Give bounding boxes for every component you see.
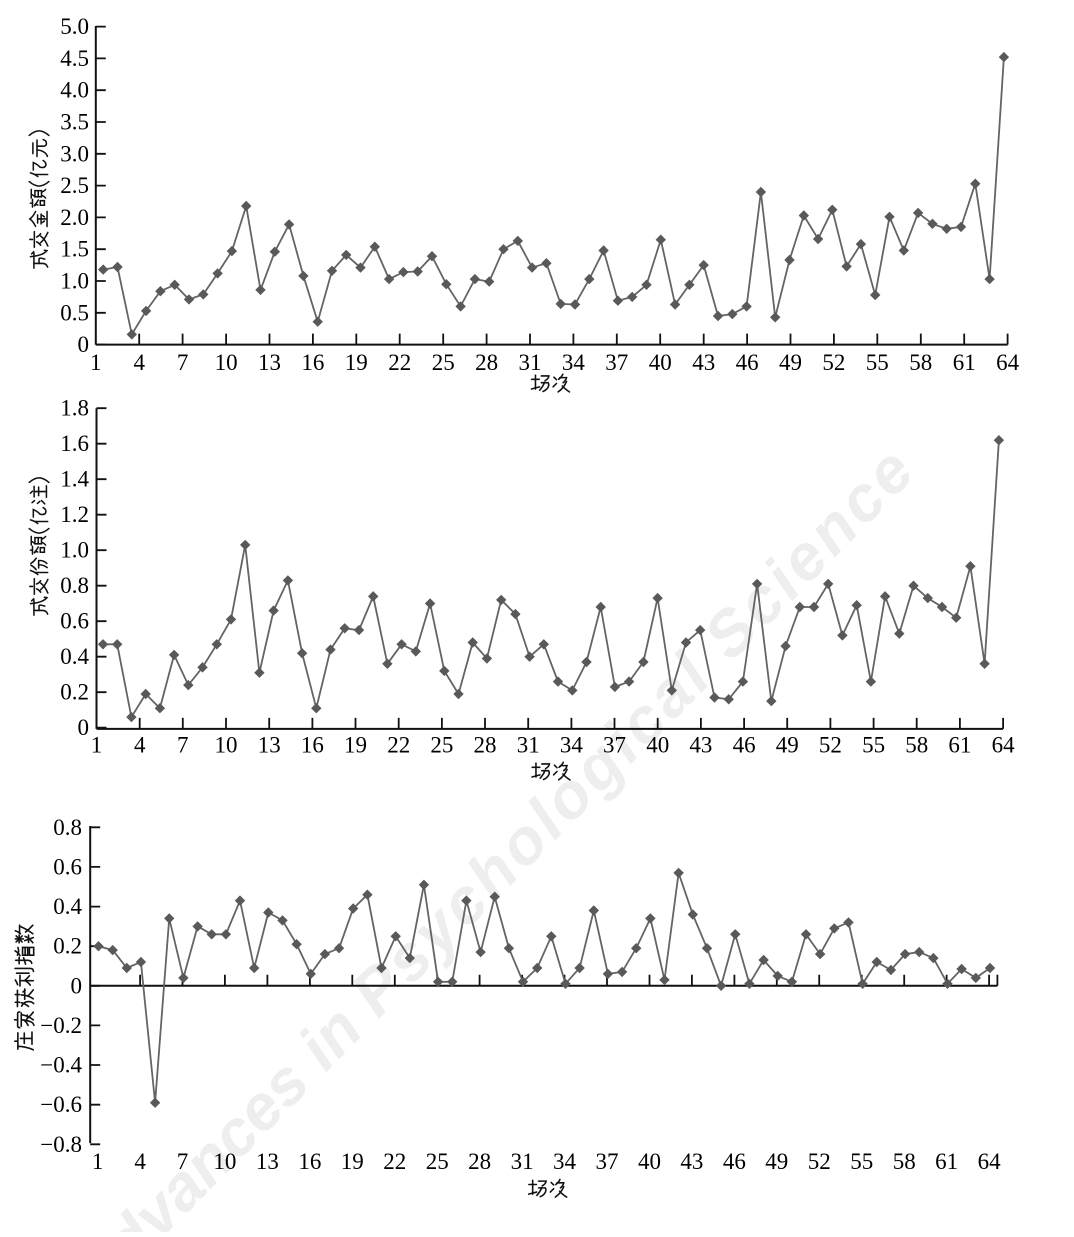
svg-text:28: 28 — [468, 1149, 491, 1174]
svg-text:1: 1 — [90, 350, 102, 375]
svg-text:58: 58 — [893, 1149, 916, 1174]
svg-text:25: 25 — [432, 350, 455, 375]
svg-text:4.0: 4.0 — [60, 78, 89, 103]
svg-text:5.0: 5.0 — [60, 14, 89, 39]
svg-text:10: 10 — [213, 1149, 236, 1174]
svg-text:46: 46 — [733, 733, 756, 758]
svg-text:1: 1 — [92, 1149, 104, 1174]
svg-text:13: 13 — [258, 350, 281, 375]
svg-text:19: 19 — [341, 1149, 364, 1174]
svg-text:7: 7 — [177, 350, 189, 375]
svg-text:0.4: 0.4 — [60, 644, 89, 669]
svg-text:19: 19 — [344, 733, 367, 758]
svg-text:55: 55 — [850, 1149, 873, 1174]
svg-text:0.6: 0.6 — [60, 609, 89, 634]
svg-text:0.2: 0.2 — [53, 934, 82, 959]
svg-text:0.2: 0.2 — [60, 680, 89, 705]
svg-text:49: 49 — [765, 1149, 788, 1174]
svg-text:0: 0 — [78, 715, 90, 740]
svg-text:2.0: 2.0 — [60, 205, 89, 230]
svg-text:19: 19 — [345, 350, 368, 375]
svg-text:64: 64 — [978, 1149, 1002, 1174]
svg-text:0.8: 0.8 — [60, 573, 89, 598]
svg-text:1.8: 1.8 — [60, 396, 89, 421]
svg-text:0.6: 0.6 — [53, 854, 82, 879]
svg-text:46: 46 — [723, 1149, 746, 1174]
svg-text:64: 64 — [996, 350, 1020, 375]
svg-text:55: 55 — [862, 733, 885, 758]
svg-text:−0.4: −0.4 — [40, 1053, 82, 1078]
svg-text:−0.8: −0.8 — [40, 1132, 82, 1157]
svg-text:55: 55 — [866, 350, 889, 375]
svg-text:0.8: 0.8 — [53, 815, 82, 840]
svg-text:40: 40 — [646, 733, 669, 758]
svg-text:−0.2: −0.2 — [40, 1013, 82, 1038]
svg-text:1: 1 — [91, 733, 103, 758]
svg-text:61: 61 — [948, 733, 971, 758]
svg-text:43: 43 — [680, 1149, 703, 1174]
svg-text:7: 7 — [177, 733, 189, 758]
svg-text:22: 22 — [388, 350, 411, 375]
svg-text:4: 4 — [134, 733, 146, 758]
svg-text:58: 58 — [909, 350, 932, 375]
svg-text:52: 52 — [819, 733, 842, 758]
svg-text:43: 43 — [689, 733, 712, 758]
svg-text:64: 64 — [992, 733, 1016, 758]
svg-text:34: 34 — [553, 1149, 577, 1174]
svg-text:52: 52 — [808, 1149, 831, 1174]
svg-text:37: 37 — [603, 733, 626, 758]
svg-text:49: 49 — [776, 733, 799, 758]
svg-text:10: 10 — [215, 733, 238, 758]
svg-text:28: 28 — [475, 350, 498, 375]
svg-text:−0.6: −0.6 — [40, 1092, 82, 1117]
svg-text:3.0: 3.0 — [60, 141, 89, 166]
svg-text:40: 40 — [638, 1149, 661, 1174]
svg-text:40: 40 — [649, 350, 672, 375]
svg-text:61: 61 — [953, 350, 976, 375]
svg-text:43: 43 — [692, 350, 715, 375]
svg-text:0: 0 — [71, 973, 83, 998]
svg-text:37: 37 — [605, 350, 628, 375]
svg-text:1.4: 1.4 — [60, 467, 89, 492]
svg-text:0: 0 — [78, 332, 90, 357]
svg-text:34: 34 — [562, 350, 586, 375]
svg-text:52: 52 — [822, 350, 845, 375]
svg-text:22: 22 — [383, 1149, 406, 1174]
svg-text:37: 37 — [596, 1149, 619, 1174]
svg-text:22: 22 — [387, 733, 410, 758]
svg-text:58: 58 — [905, 733, 928, 758]
svg-text:1.2: 1.2 — [60, 502, 89, 527]
svg-text:16: 16 — [301, 350, 324, 375]
svg-text:16: 16 — [298, 1149, 321, 1174]
svg-text:31: 31 — [511, 1149, 534, 1174]
svg-text:1.0: 1.0 — [60, 269, 89, 294]
svg-text:3.5: 3.5 — [60, 110, 89, 135]
svg-text:4.5: 4.5 — [60, 46, 89, 71]
svg-text:46: 46 — [736, 350, 759, 375]
svg-text:1.0: 1.0 — [60, 538, 89, 563]
svg-text:13: 13 — [256, 1149, 279, 1174]
svg-text:2.5: 2.5 — [60, 173, 89, 198]
svg-text:4: 4 — [134, 1149, 146, 1174]
svg-text:0.4: 0.4 — [53, 894, 82, 919]
svg-text:13: 13 — [258, 733, 281, 758]
svg-text:0.5: 0.5 — [60, 300, 89, 325]
svg-text:28: 28 — [474, 733, 497, 758]
svg-text:34: 34 — [560, 733, 584, 758]
svg-text:1.6: 1.6 — [60, 431, 89, 456]
svg-text:61: 61 — [935, 1149, 958, 1174]
svg-text:7: 7 — [177, 1149, 189, 1174]
svg-text:1.5: 1.5 — [60, 237, 89, 262]
svg-text:4: 4 — [133, 350, 145, 375]
svg-text:10: 10 — [215, 350, 238, 375]
svg-text:25: 25 — [426, 1149, 449, 1174]
svg-text:16: 16 — [301, 733, 324, 758]
svg-text:49: 49 — [779, 350, 802, 375]
svg-text:31: 31 — [517, 733, 540, 758]
svg-text:31: 31 — [519, 350, 542, 375]
svg-text:25: 25 — [430, 733, 453, 758]
